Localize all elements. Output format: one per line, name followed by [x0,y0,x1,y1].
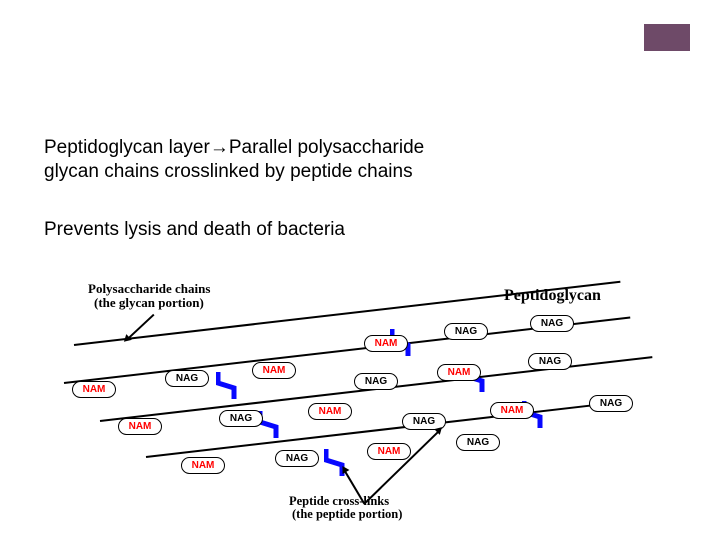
body-line-1: Peptidoglycan layer→Parallel polysacchar… [44,136,424,160]
nag-box: NAG [530,315,574,332]
nag-box: NAG [589,395,633,412]
diagram-label-poly-2: (the glycan portion) [94,296,204,310]
nag-box: NAG [165,370,209,387]
nag-box: NAG [528,353,572,370]
nam-box: NAM [252,362,296,379]
diagram-label-bottom-2: (the peptide portion) [292,508,402,521]
peptide-crosslink [216,370,241,401]
nag-box: NAG [444,323,488,340]
nag-box: NAG [219,410,263,427]
nag-box: NAG [456,434,500,451]
nam-box: NAM [118,418,162,435]
nam-box: NAM [364,335,408,352]
corner-accent [644,24,690,51]
body-line-2: glycan chains crosslinked by peptide cha… [44,160,413,184]
nam-box: NAM [367,443,411,460]
peptidoglycan-diagram: Polysaccharide chains (the glycan portio… [64,282,664,512]
diagram-label-poly-1: Polysaccharide chains [88,282,210,296]
body-line-3: Prevents lysis and death of bacteria [44,218,345,242]
nag-box: NAG [354,373,398,390]
nam-box: NAM [308,403,352,420]
nam-box: NAM [490,402,534,419]
nam-box: NAM [181,457,225,474]
nag-box: NAG [275,450,319,467]
nam-box: NAM [72,381,116,398]
nam-box: NAM [437,364,481,381]
